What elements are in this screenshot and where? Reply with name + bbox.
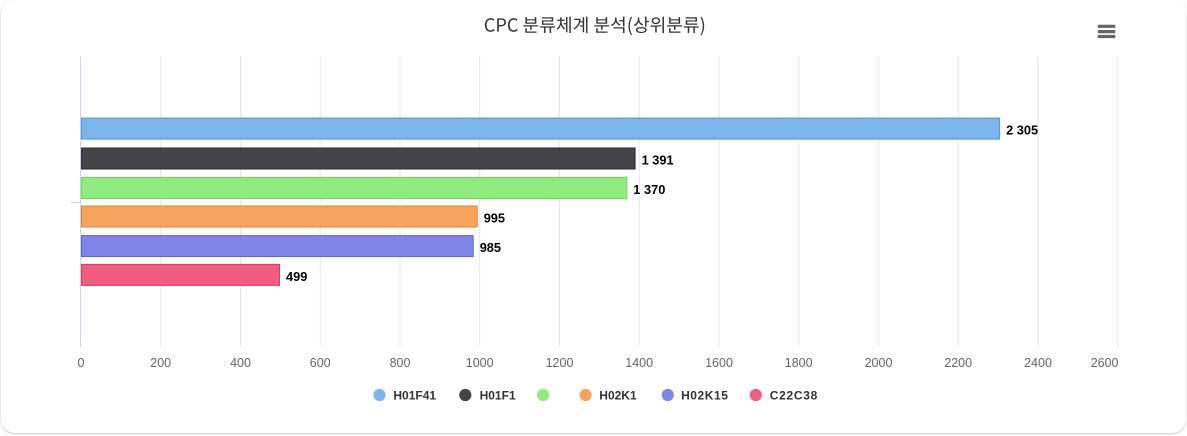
svg-text:1 391: 1 391 [642,153,674,168]
svg-text:1 370: 1 370 [633,182,665,197]
svg-text:H02K15: H02K15 [681,389,728,403]
svg-text:1600: 1600 [705,356,733,370]
svg-text:1200: 1200 [546,356,574,370]
svg-text:400: 400 [230,356,251,370]
svg-text:H01F1: H01F1 [480,389,516,403]
svg-text:2000: 2000 [865,356,893,370]
svg-text:800: 800 [390,356,411,370]
svg-text:499: 499 [286,269,307,284]
svg-text:H01F41: H01F41 [393,389,436,403]
svg-text:H02K1: H02K1 [599,389,637,403]
svg-text:1800: 1800 [785,356,813,370]
svg-text:2600: 2600 [1091,356,1119,370]
svg-text:600: 600 [310,356,331,370]
svg-text:0: 0 [78,356,85,370]
svg-text:200: 200 [150,356,171,370]
svg-text:2400: 2400 [1024,356,1052,370]
svg-text:C22C38: C22C38 [770,389,818,403]
svg-text:2200: 2200 [944,356,972,370]
svg-text:1400: 1400 [625,356,653,370]
svg-text:985: 985 [480,240,501,255]
svg-text:2 305: 2 305 [1006,123,1038,138]
svg-text:1000: 1000 [466,356,494,370]
svg-text:995: 995 [484,211,505,226]
